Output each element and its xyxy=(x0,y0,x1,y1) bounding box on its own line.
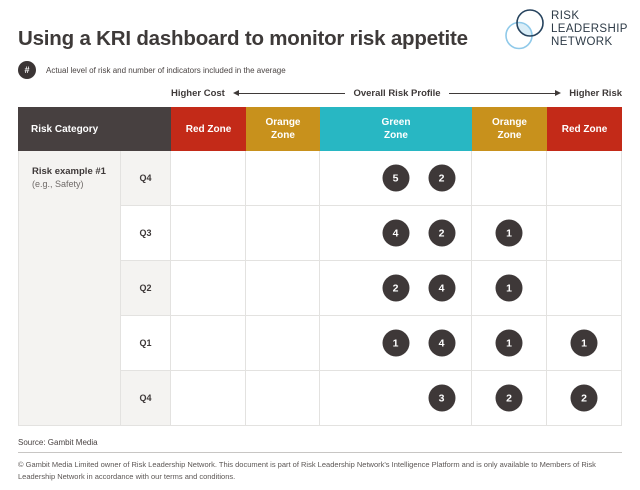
cell-orange-left xyxy=(246,206,320,261)
cell-orange-right xyxy=(472,151,547,206)
risk-chip: 1 xyxy=(382,329,409,357)
cell-red-right: 1 xyxy=(547,316,622,371)
cell-orange-right: 1 xyxy=(472,206,547,261)
risk-chip: 1 xyxy=(570,329,598,357)
higher-cost-label: Higher Cost xyxy=(171,87,225,99)
logo-text: RISK LEADERSHIP NETWORK xyxy=(551,10,628,50)
higher-risk-label: Higher Risk xyxy=(569,87,623,99)
category-name: Risk example #1 xyxy=(32,166,106,177)
divider xyxy=(18,452,622,453)
risk-table: Risk Category Red Zone Orange Zone Green… xyxy=(18,107,622,426)
cell-orange-right: 1 xyxy=(472,261,547,316)
risk-category-header: Risk Category xyxy=(18,107,171,151)
cell-red-left xyxy=(171,261,246,316)
cell-orange-right: 2 xyxy=(472,371,547,426)
risk-chip: 2 xyxy=(570,384,598,412)
cell-red-right xyxy=(547,261,622,316)
cell-red-right: 2 xyxy=(547,371,622,426)
right-arrow-icon xyxy=(448,90,562,96)
cell-red-right xyxy=(547,151,622,206)
cell-orange-left xyxy=(246,371,320,426)
risk-chip: 4 xyxy=(428,329,456,357)
logo-line-2: LEADERSHIP xyxy=(551,22,628,35)
risk-chip: 2 xyxy=(428,164,456,192)
category-example: (e.g., Safety) xyxy=(32,179,84,189)
cell-orange-left xyxy=(246,151,320,206)
risk-chip: 2 xyxy=(495,384,523,412)
cell-orange-left xyxy=(246,261,320,316)
source-text: Source: Gambit Media xyxy=(18,438,98,447)
risk-profile-axis: Higher Cost Overall Risk Profile Higher … xyxy=(171,86,622,100)
quarter-label: Q2 xyxy=(121,261,171,316)
cell-red-left xyxy=(171,206,246,261)
zone-header-red-left: Red Zone xyxy=(171,107,246,151)
venn-circles-icon xyxy=(505,9,544,50)
cell-red-right xyxy=(547,206,622,261)
zone-header-orange-left: Orange Zone xyxy=(246,107,320,151)
cell-green: 3 xyxy=(320,371,472,426)
risk-chip: 2 xyxy=(382,274,409,302)
category-cell: Risk example #1 (e.g., Safety) xyxy=(18,151,121,426)
cell-red-left xyxy=(171,151,246,206)
hash-chip-icon: # xyxy=(18,61,36,79)
logo-line-1: RISK xyxy=(551,9,580,22)
left-arrow-icon xyxy=(232,90,346,96)
legend-text: Actual level of risk and number of indic… xyxy=(46,65,286,75)
zone-header-red-right: Red Zone xyxy=(547,107,622,151)
cell-orange-left xyxy=(246,316,320,371)
quarter-label: Q1 xyxy=(121,316,171,371)
risk-chip: 3 xyxy=(428,384,456,412)
brand-logo: RISK LEADERSHIP NETWORK xyxy=(504,7,628,52)
risk-chip: 4 xyxy=(382,219,409,247)
risk-chip: 1 xyxy=(495,274,523,302)
overall-risk-profile-label: Overall Risk Profile xyxy=(353,87,441,99)
quarter-label: Q3 xyxy=(121,206,171,261)
cell-red-left xyxy=(171,371,246,426)
risk-chip: 2 xyxy=(428,219,456,247)
cell-orange-right: 1 xyxy=(472,316,547,371)
risk-chip: 4 xyxy=(428,274,456,302)
footer-text: © Gambit Media Limited owner of Risk Lea… xyxy=(18,460,596,481)
legend: # Actual level of risk and number of ind… xyxy=(18,61,286,79)
logo-line-3: NETWORK xyxy=(551,36,613,49)
quarter-label: Q4 xyxy=(121,151,171,206)
page-title: Using a KRI dashboard to monitor risk ap… xyxy=(18,27,468,50)
cell-red-left xyxy=(171,316,246,371)
risk-chip: 5 xyxy=(382,164,409,192)
quarter-label: Q4 xyxy=(121,371,171,426)
risk-chip: 1 xyxy=(495,219,523,247)
zone-header-orange-right: Orange Zone xyxy=(472,107,547,151)
zone-header-green: Green Zone xyxy=(320,107,472,151)
risk-chip: 1 xyxy=(495,329,523,357)
